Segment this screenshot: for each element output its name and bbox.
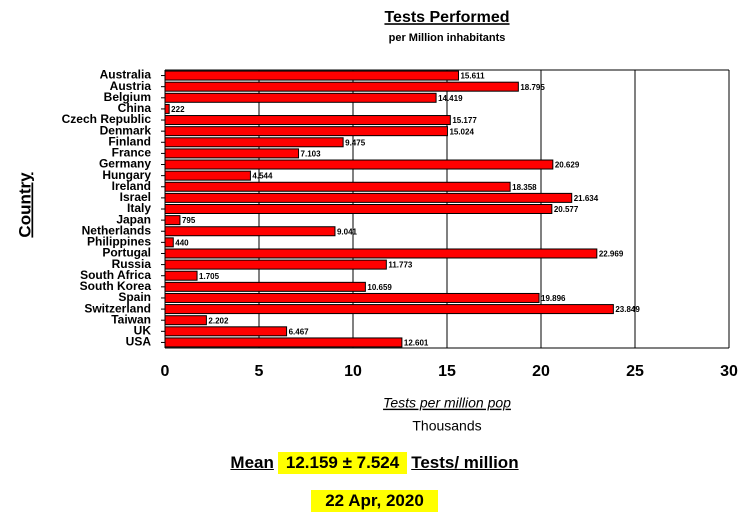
bar (164, 170, 251, 181)
value-label: 14.419 (438, 94, 463, 103)
y-tick-label: UK (134, 323, 152, 337)
bar (164, 137, 344, 148)
y-tick-label: South Africa (80, 268, 151, 282)
y-tick-label: China (118, 101, 152, 115)
y-tick-label: Australia (100, 68, 152, 82)
value-label: 20.577 (554, 205, 579, 214)
bar (164, 248, 598, 259)
value-label: 795 (182, 216, 196, 225)
value-label: 20.629 (555, 161, 580, 170)
value-label: 21.634 (574, 194, 599, 203)
x-axis-unit: Thousands (412, 418, 481, 434)
x-axis-label: Tests per million pop (383, 395, 511, 411)
bar (164, 270, 198, 281)
chart: Tests Performed per Million inhabitants … (15, 9, 738, 434)
y-tick-label: Switzerland (84, 301, 151, 315)
chart-subtitle: per Million inhabitants (389, 32, 506, 44)
bar (164, 70, 459, 81)
value-label: 15.024 (449, 127, 474, 136)
y-tick-label: France (112, 146, 152, 160)
y-tick-label: South Korea (80, 279, 152, 293)
y-tick-label: Belgium (104, 90, 151, 104)
y-tick-label: Spain (118, 290, 151, 304)
x-tick-label: 20 (532, 363, 550, 380)
mean-unit: Tests/ million (411, 453, 519, 472)
mean-value: 12.159 ± 7.524 (277, 452, 408, 474)
y-tick-label: Portugal (102, 246, 151, 260)
y-tick-label: Hungary (102, 168, 151, 182)
y-tick-label: Netherlands (82, 223, 152, 237)
bar (164, 181, 511, 192)
x-tick-label: 15 (438, 363, 456, 380)
bar (164, 192, 573, 203)
bar (164, 281, 366, 292)
date-row: 22 Apr, 2020 (0, 490, 749, 512)
y-axis-label: Country (15, 172, 34, 238)
bar (164, 148, 300, 159)
value-label: 7.103 (301, 150, 322, 159)
mean-row: Mean 12.159 ± 7.524 Tests/ million (0, 452, 749, 474)
x-tick-label: 25 (626, 363, 644, 380)
value-label: 19.896 (541, 294, 566, 303)
bar (164, 215, 181, 226)
value-label: 10.659 (367, 283, 392, 292)
y-tick-label: Austria (110, 79, 152, 93)
value-label: 11.773 (388, 261, 413, 270)
bar (164, 126, 448, 137)
value-label: 15.611 (460, 72, 485, 81)
bar (164, 326, 288, 337)
value-label: 15.177 (452, 116, 477, 125)
y-tick-label: Russia (112, 257, 152, 271)
y-tick-label: Israel (120, 190, 151, 204)
date: 22 Apr, 2020 (311, 490, 438, 512)
bar (164, 115, 451, 126)
bar (164, 226, 336, 237)
bar (164, 204, 553, 214)
value-label: 1.705 (199, 272, 220, 281)
value-label: 440 (175, 238, 189, 247)
bar (164, 337, 403, 348)
y-tick-label: Germany (99, 157, 151, 171)
bar (164, 92, 437, 103)
bar (164, 159, 554, 170)
y-tick-label: Finland (108, 134, 151, 148)
y-tick-label: USA (126, 335, 152, 349)
y-tick-label: Czech Republic (62, 112, 152, 126)
value-label: 9.041 (337, 227, 358, 236)
x-tick-label: 5 (255, 363, 264, 380)
value-label: 18.795 (520, 83, 545, 92)
x-tick-label: 10 (344, 363, 362, 380)
value-label: 12.601 (404, 339, 429, 348)
value-label: 4.544 (252, 172, 273, 181)
bar (164, 304, 614, 315)
x-tick-label: 0 (161, 363, 170, 380)
x-tick-label: 30 (720, 363, 738, 380)
mean-label: Mean (230, 453, 274, 472)
bar (164, 259, 387, 270)
y-tick-label: Taiwan (111, 312, 151, 326)
y-tick-label: Japan (116, 212, 151, 226)
bar (164, 292, 540, 303)
value-label: 222 (171, 105, 185, 114)
value-label: 18.358 (512, 183, 537, 192)
bar (164, 315, 207, 326)
bar (164, 103, 170, 114)
y-tick-label: Denmark (100, 123, 152, 137)
y-tick-label: Philippines (87, 235, 151, 249)
y-tick-label: Italy (127, 201, 151, 215)
value-label: 6.467 (289, 327, 310, 336)
y-tick-label: Ireland (112, 179, 151, 193)
value-label: 2.202 (208, 316, 229, 325)
value-label: 9.475 (345, 138, 366, 147)
bar (164, 81, 519, 92)
value-label: 23.849 (615, 305, 640, 314)
bar (164, 237, 174, 248)
chart-title: Tests Performed (384, 9, 509, 26)
value-label: 22.969 (599, 250, 624, 259)
